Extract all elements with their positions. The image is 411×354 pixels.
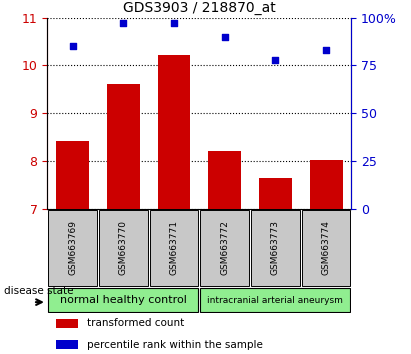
Text: percentile rank within the sample: percentile rank within the sample bbox=[87, 339, 263, 350]
Bar bbox=[107, 84, 140, 209]
Title: GDS3903 / 218870_at: GDS3903 / 218870_at bbox=[123, 1, 276, 15]
Text: GSM663772: GSM663772 bbox=[220, 220, 229, 275]
FancyBboxPatch shape bbox=[150, 210, 199, 286]
FancyBboxPatch shape bbox=[99, 210, 148, 286]
FancyBboxPatch shape bbox=[302, 210, 351, 286]
Bar bbox=[56, 340, 78, 349]
FancyBboxPatch shape bbox=[48, 210, 97, 286]
Point bbox=[222, 34, 228, 40]
Text: GSM663773: GSM663773 bbox=[271, 220, 280, 275]
FancyBboxPatch shape bbox=[48, 288, 199, 312]
Point bbox=[120, 21, 127, 26]
FancyBboxPatch shape bbox=[200, 288, 351, 312]
FancyBboxPatch shape bbox=[200, 210, 249, 286]
Text: transformed count: transformed count bbox=[87, 318, 184, 328]
FancyBboxPatch shape bbox=[251, 210, 300, 286]
Bar bbox=[157, 55, 190, 209]
Text: normal healthy control: normal healthy control bbox=[60, 295, 187, 305]
Bar bbox=[259, 178, 292, 209]
Point bbox=[272, 57, 279, 63]
Bar bbox=[56, 319, 78, 327]
Text: GSM663770: GSM663770 bbox=[119, 220, 128, 275]
Text: GSM663774: GSM663774 bbox=[321, 220, 330, 275]
Text: GSM663771: GSM663771 bbox=[169, 220, 178, 275]
Point bbox=[323, 47, 329, 53]
Bar bbox=[309, 160, 342, 209]
Bar bbox=[208, 150, 241, 209]
Text: GSM663769: GSM663769 bbox=[68, 220, 77, 275]
Point bbox=[171, 21, 177, 26]
Point bbox=[69, 44, 76, 49]
Bar bbox=[56, 141, 89, 209]
Text: intracranial arterial aneurysm: intracranial arterial aneurysm bbox=[208, 296, 343, 304]
Text: disease state: disease state bbox=[4, 286, 74, 296]
